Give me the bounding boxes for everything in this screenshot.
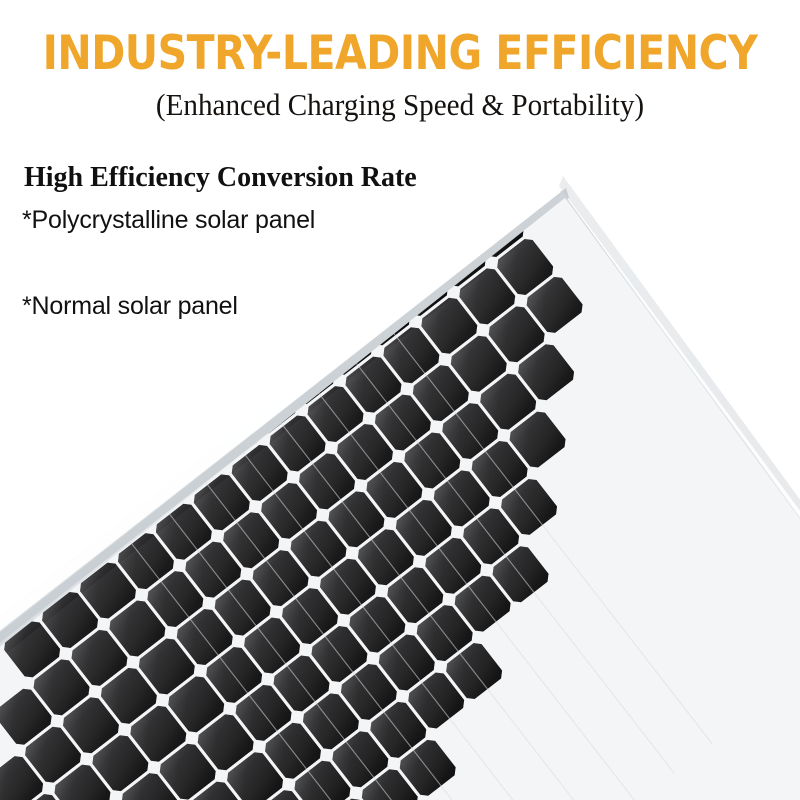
bar-label-polycrystalline: *Polycrystalline solar panel xyxy=(22,206,316,234)
frame-edge-highlight-right xyxy=(561,176,800,518)
frame-shadow-left xyxy=(0,188,569,643)
section-title: High Efficiency Conversion Rate xyxy=(24,162,417,193)
page-subtitle: (Enhanced Charging Speed & Portability) xyxy=(155,87,645,122)
glass-sheen xyxy=(0,206,800,800)
page-title: INDUSTRY-LEADING EFFICIENCY xyxy=(42,26,758,81)
panel-contact-shadow xyxy=(559,176,800,511)
bar-label-normal: *Normal solar panel xyxy=(22,292,238,320)
bar-track-polycrystalline xyxy=(24,245,375,267)
bar-track-normal xyxy=(24,331,283,353)
frame-edge-highlight-left xyxy=(0,176,566,631)
